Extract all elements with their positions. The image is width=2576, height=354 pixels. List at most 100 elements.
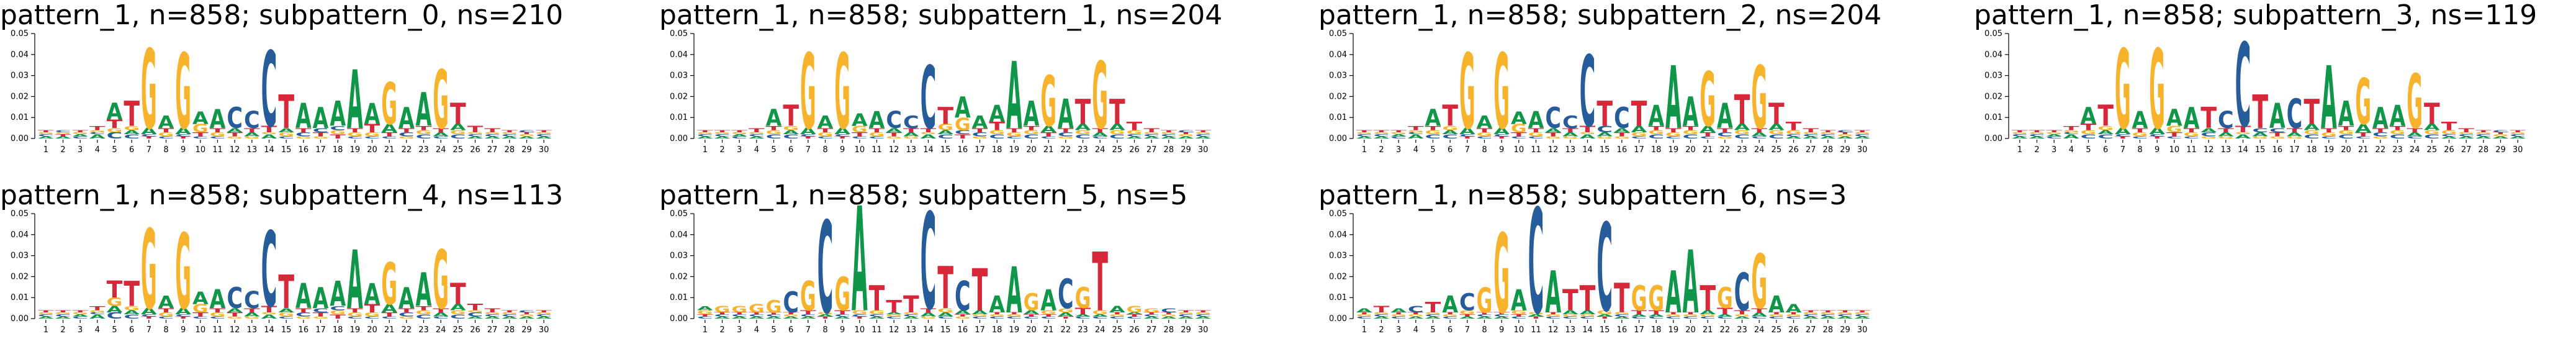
logo-letter-T: T xyxy=(1511,131,1527,138)
logo-letter-C: C xyxy=(921,186,937,340)
logo-letter-A: A xyxy=(1683,232,1699,333)
logo-letter-G: G xyxy=(89,129,106,132)
logo-letter-T: T xyxy=(536,309,552,312)
logo-letter-C: C xyxy=(1700,136,1716,139)
logo-letter-A: A xyxy=(1178,136,1194,139)
logo-letter-C: C xyxy=(2424,134,2440,140)
logo-letter-C: C xyxy=(330,305,346,312)
logo-letter-A: A xyxy=(2046,134,2062,137)
x-tick-label: 11 xyxy=(1531,325,1541,335)
logo-letter-G: G xyxy=(1614,136,1630,139)
logo-letter-A: A xyxy=(244,131,261,138)
logo-letter-G: G xyxy=(2218,136,2234,139)
logo-letter-G: G xyxy=(2355,65,2371,139)
logo-letter-T: T xyxy=(484,307,500,314)
logo-letter-C: C xyxy=(714,314,731,317)
logo-letter-C: C xyxy=(937,316,953,319)
x-tick-label: 29 xyxy=(521,145,532,155)
y-tick-label: 0.01 xyxy=(1329,293,1347,302)
x-tick-label: 19 xyxy=(1669,325,1679,335)
logo-letter-T: T xyxy=(1803,127,1819,134)
logo-letter-G: G xyxy=(433,234,449,327)
logo-letter-C: C xyxy=(72,136,88,139)
logo-letter-C: C xyxy=(124,134,140,140)
logo-letter-G: G xyxy=(364,311,381,318)
logo-letter-A: A xyxy=(1109,122,1125,132)
logo-letter-C: C xyxy=(399,311,415,318)
x-tick-label: 23 xyxy=(1078,325,1088,335)
logo-letter-T: T xyxy=(1442,312,1459,315)
logo-letter-C: C xyxy=(697,316,713,319)
logo-letter-C: C xyxy=(2269,127,2286,134)
logo-letter-C: C xyxy=(2235,20,2251,153)
logo-letter-C: C xyxy=(1024,134,1040,140)
logo-letter-A: A xyxy=(1092,131,1109,138)
x-tick-label: 20 xyxy=(367,145,377,155)
logo-letter-G: G xyxy=(2338,129,2354,136)
logo-letter-A: A xyxy=(1786,302,1802,315)
y-tick-label: 0.05 xyxy=(1329,209,1347,219)
logo-letter-G: G xyxy=(227,316,243,319)
logo-letter-A: A xyxy=(1596,314,1613,317)
logo-letter-C: C xyxy=(416,314,432,320)
logo-letter-C: C xyxy=(210,316,226,319)
logo-letter-A: A xyxy=(1820,136,1836,139)
logo-letter-C: C xyxy=(1109,134,1125,140)
x-tick-label: 10 xyxy=(196,145,206,155)
logo-letter-G: G xyxy=(1092,309,1108,316)
x-tick-label: 17 xyxy=(2289,145,2300,155)
logo-letter-A: A xyxy=(467,136,484,139)
logo-letter-A: A xyxy=(1665,48,1682,148)
logo-letter-T: T xyxy=(955,314,971,317)
logo-letter-C: C xyxy=(903,314,919,317)
logo-letter-G: G xyxy=(1127,305,1143,315)
logo-letter-A: A xyxy=(2029,136,2045,139)
logo-letter-G: G xyxy=(937,122,953,132)
y-tick-label: 0.04 xyxy=(11,230,29,240)
logo-letter-T: T xyxy=(1854,309,1871,312)
logo-letter-C: C xyxy=(2184,136,2200,139)
x-tick-label: 8 xyxy=(822,325,827,335)
logo-letter-T: T xyxy=(921,127,937,134)
logo-letter-T: T xyxy=(1127,120,1143,134)
x-tick-label: 8 xyxy=(1482,325,1487,335)
logo-letter-C: C xyxy=(1058,131,1074,138)
logo-letter-G: G xyxy=(381,71,397,138)
logo-letter-G: G xyxy=(364,131,381,138)
logo-letter-G: G xyxy=(2510,132,2526,135)
logo-letter-T: T xyxy=(1109,93,1125,132)
logo-letter-G: G xyxy=(1161,132,1177,135)
logo-letter-G: G xyxy=(1803,132,1819,135)
logo-letter-C: C xyxy=(1580,35,1596,149)
logo-letter-T: T xyxy=(2355,131,2371,138)
logo-letter-T: T xyxy=(1161,312,1178,315)
x-tick-label: 13 xyxy=(1565,145,1576,155)
x-tick-label: 24 xyxy=(1754,145,1765,155)
logo-letter-A: A xyxy=(261,134,278,140)
logo-letter-A: A xyxy=(399,282,415,315)
logo-letter-G: G xyxy=(766,129,782,136)
logo-letter-T: T xyxy=(1717,127,1733,134)
logo-letter-T: T xyxy=(903,127,919,134)
y-tick-label: 0.03 xyxy=(670,252,688,261)
logo-letter-T: T xyxy=(697,314,714,317)
logo-panel-subpattern-1: pattern_1, n=858; subpattern_1, ns=204 0… xyxy=(659,0,1280,174)
logo-letter-C: C xyxy=(2166,136,2182,139)
logo-letter-A: A xyxy=(1040,284,1056,317)
logo-letter-G: G xyxy=(107,127,123,134)
logo-letter-A: A xyxy=(1143,136,1160,139)
logo-letter-G: G xyxy=(1717,282,1733,315)
logo-letter-C: C xyxy=(2218,106,2234,134)
logo-letter-C: C xyxy=(330,125,346,132)
x-tick-label: 27 xyxy=(1806,325,1816,335)
logo-letter-T: T xyxy=(278,85,294,139)
logo-letter-T: T xyxy=(1195,129,1212,132)
x-tick-label: 11 xyxy=(212,145,223,155)
x-tick-label: 7 xyxy=(806,145,811,155)
logo-letter-G: G xyxy=(886,314,902,317)
logo-letter-T: T xyxy=(1006,312,1023,315)
logo-letter-A: A xyxy=(817,314,834,317)
logo-letter-A: A xyxy=(921,134,937,140)
logo-letter-C: C xyxy=(2252,127,2268,134)
logo-letter-C: C xyxy=(484,314,500,317)
